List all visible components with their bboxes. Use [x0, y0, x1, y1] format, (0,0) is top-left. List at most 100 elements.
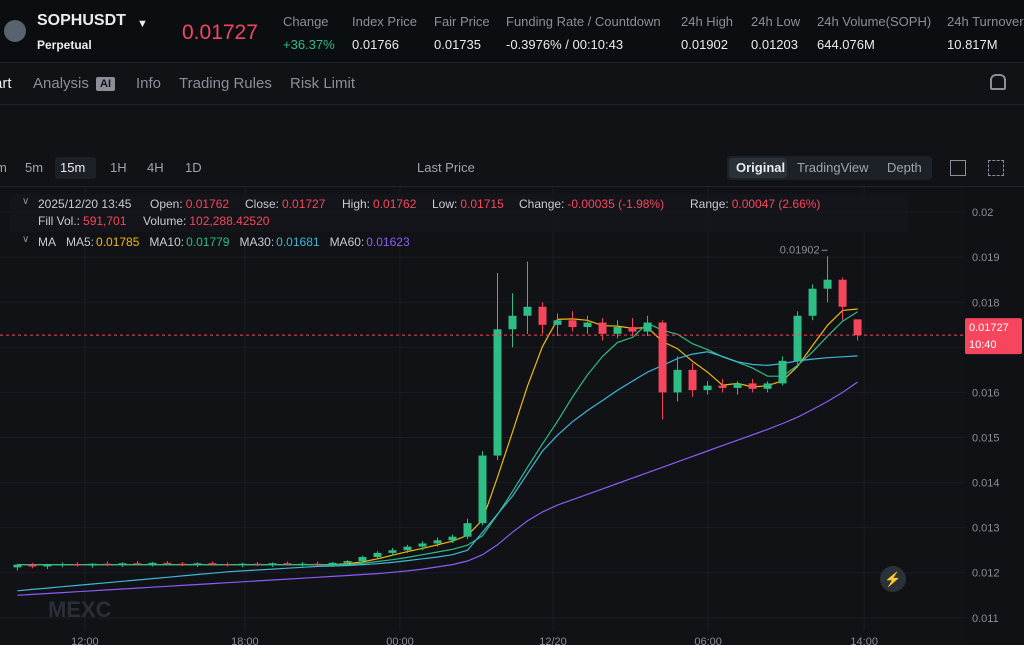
- candle-body: [418, 543, 427, 547]
- stat-value: +36.37%: [283, 37, 335, 52]
- interval[interactable]: 15m: [60, 160, 86, 175]
- symbol-dropdown[interactable]: ▼: [137, 18, 148, 30]
- candle-body: [178, 563, 187, 565]
- tab[interactable]: Risk Limit: [290, 75, 356, 92]
- candle-body: [133, 563, 142, 565]
- stat-value: -0.3976% / 00:10:43: [506, 37, 624, 52]
- legend-label: Open:: [150, 197, 183, 211]
- candle-body: [13, 564, 22, 568]
- stat-value: 0.01766: [352, 37, 399, 52]
- legend-caret[interactable]: ∨: [22, 234, 30, 245]
- view-option[interactable]: Original: [736, 160, 786, 175]
- candle-body: [103, 563, 112, 565]
- candle-body: [568, 320, 577, 328]
- legend-value: 0.01762: [373, 197, 417, 211]
- candle-body: [238, 563, 247, 566]
- y-tick-label: 0.015: [972, 433, 1000, 445]
- candle-body: [73, 564, 82, 566]
- stat-value: 644.076M: [817, 37, 875, 52]
- legend-value: 0.01623: [366, 235, 410, 249]
- stat-label: 24h High: [681, 14, 734, 29]
- candle-body: [613, 327, 622, 334]
- layout-icon[interactable]: [950, 160, 966, 176]
- candle-body: [838, 279, 847, 307]
- x-tick-label: 00:00: [386, 636, 414, 645]
- stat-label: Change: [283, 14, 329, 29]
- symbol[interactable]: SOPHUSDT: [37, 12, 126, 29]
- candle-body: [553, 320, 562, 325]
- candle-body: [538, 306, 547, 325]
- candle-body: [853, 319, 862, 336]
- candle-body: [823, 279, 832, 289]
- interval[interactable]: 1D: [185, 160, 202, 175]
- candle-body: [703, 385, 712, 391]
- candle-body: [658, 322, 667, 393]
- candle-body: [358, 556, 367, 562]
- interval[interactable]: 1H: [110, 160, 127, 175]
- quick-action[interactable]: ⚡: [880, 566, 906, 592]
- candle-body: [673, 369, 682, 393]
- interval-active-bg: [55, 157, 96, 179]
- tab[interactable]: Analysis: [33, 75, 89, 92]
- candle-body: [448, 536, 457, 541]
- stat-label: Funding Rate / Countdown: [506, 14, 661, 29]
- candle-body: [778, 360, 787, 384]
- candle-body: [793, 315, 802, 361]
- candle-body: [343, 561, 352, 563]
- legend-value: 0.01785: [96, 235, 140, 249]
- legend-box: [10, 194, 908, 232]
- candle-body: [313, 563, 322, 565]
- legend-value: 0.01762: [185, 197, 230, 211]
- y-tick-label: 0.013: [972, 523, 1000, 535]
- candle-body: [373, 552, 382, 557]
- candle-body: [328, 562, 337, 565]
- fullscreen-icon[interactable]: [988, 160, 1004, 176]
- last-price: 0.01727: [182, 21, 258, 44]
- ma-line: [17, 351, 858, 592]
- stat-value: 0.01203: [751, 37, 798, 52]
- candle-body: [253, 563, 262, 565]
- candle-body: [43, 565, 52, 567]
- notification-bell[interactable]: [990, 74, 1006, 90]
- candle-body: [748, 383, 757, 389]
- candle-body: [403, 546, 412, 551]
- legend-label: Volume:: [143, 214, 187, 228]
- stat-value: 0.01735: [434, 37, 481, 52]
- ai-badge[interactable]: AI: [96, 77, 115, 91]
- view-option[interactable]: TradingView: [797, 160, 869, 175]
- high-marker-label: 0.01902: [780, 244, 820, 256]
- last-price-label: 0.01727: [969, 322, 1009, 334]
- chart-background: [0, 62, 1024, 645]
- legend-value: -0.00035 (-1.98%): [567, 197, 665, 211]
- stat-value: 0.01902: [681, 37, 728, 52]
- tab[interactable]: Info: [136, 75, 162, 92]
- candle-body: [193, 563, 202, 565]
- divider: [0, 104, 1024, 105]
- candle-body: [733, 383, 742, 388]
- tab[interactable]: art: [0, 75, 12, 92]
- view-active: [729, 158, 787, 178]
- y-tick-label: 0.019: [972, 252, 1000, 264]
- view-option[interactable]: Depth: [887, 160, 922, 175]
- candle-body: [208, 563, 217, 565]
- legend-value: 102,288.42520: [189, 214, 270, 228]
- last-price-box: [965, 318, 1022, 355]
- candle-body: [463, 523, 472, 537]
- interval[interactable]: 4H: [147, 160, 164, 175]
- divider: [0, 186, 1024, 187]
- legend-label: High:: [342, 197, 371, 211]
- legend-caret[interactable]: ∨: [22, 196, 30, 207]
- price-axis-panel: [965, 187, 1024, 645]
- interval[interactable]: m: [0, 160, 7, 175]
- interval[interactable]: 5m: [25, 160, 44, 175]
- tab[interactable]: Trading Rules: [179, 75, 272, 92]
- candle-body: [598, 322, 607, 334]
- candle-body: [58, 564, 67, 566]
- x-tick-label: 12/20: [539, 636, 567, 645]
- candle-body: [493, 329, 502, 456]
- price-type[interactable]: Last Price: [417, 160, 475, 175]
- candle-body: [523, 306, 532, 316]
- legend-label: Fill Vol.:: [38, 214, 81, 228]
